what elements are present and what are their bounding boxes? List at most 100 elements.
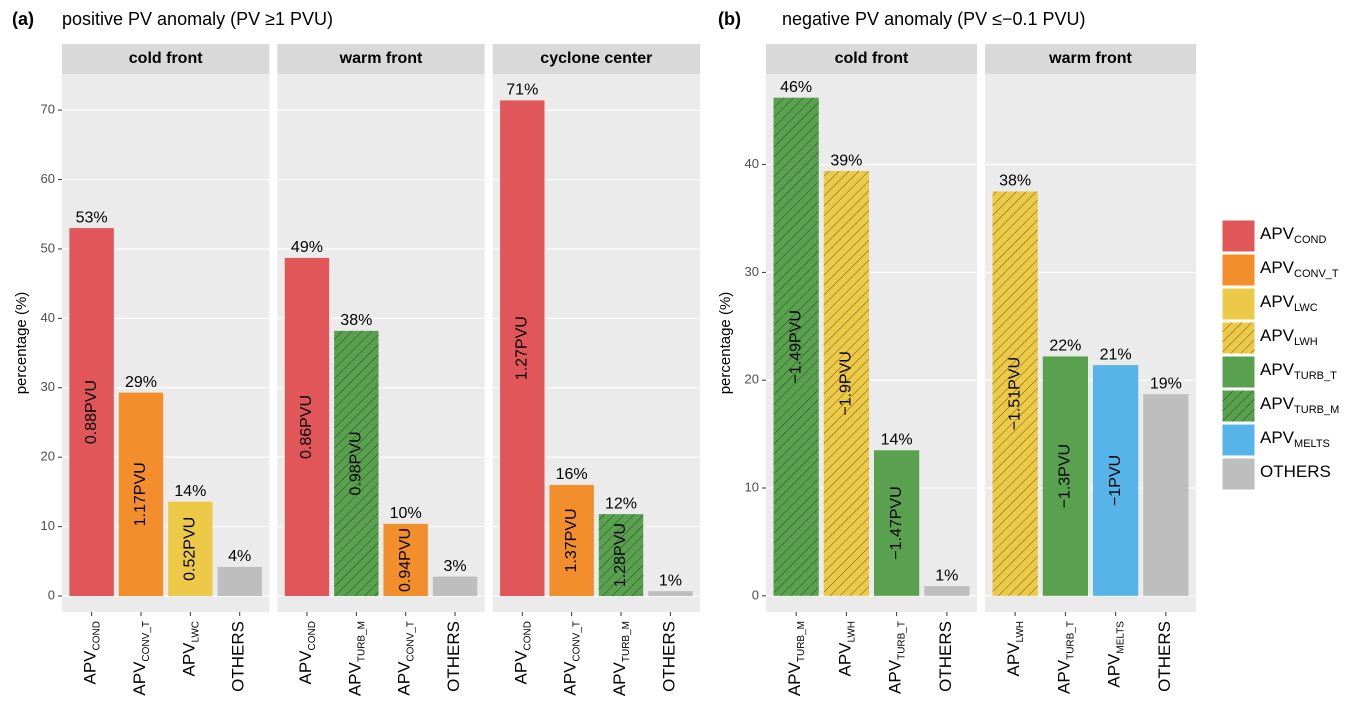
- legend-key: [1221, 321, 1256, 355]
- legend-key: [1221, 287, 1256, 321]
- bar: [168, 501, 213, 597]
- bar: [1143, 394, 1189, 596]
- bar: [992, 191, 1038, 596]
- strip-label: cold front: [129, 50, 203, 67]
- y-tick-label: 10: [41, 518, 55, 533]
- x-tick-label-base: APV: [346, 661, 365, 696]
- y-tick-label: 30: [41, 379, 55, 394]
- x-tick-label: APVCONV_T: [395, 621, 416, 696]
- y-tick-label: 0: [48, 587, 55, 602]
- bar: [334, 330, 379, 597]
- legend-label: APVTURB_M: [1260, 394, 1339, 415]
- legend-label-base: APV: [1260, 394, 1295, 413]
- legend-label-base: APV: [1260, 326, 1295, 345]
- legend-label-sub: MELTS: [1294, 438, 1330, 450]
- value-label: 14%: [881, 431, 913, 448]
- legend-label-sub: CONV_T: [1294, 268, 1339, 280]
- x-tick-label: APVMELTS: [1105, 621, 1126, 688]
- legend-key: [1221, 423, 1256, 457]
- bar: [500, 100, 545, 597]
- value-label: 14%: [174, 483, 206, 500]
- legend-label-sub: COND: [1294, 234, 1326, 246]
- strip-label: warm front: [1048, 50, 1132, 67]
- inner-label: −1.51PVU: [1006, 357, 1023, 430]
- bar: [1042, 356, 1088, 596]
- strip: [766, 44, 977, 74]
- y-tick-label: 50: [41, 240, 55, 255]
- x-tick-label-sub: COND: [91, 621, 102, 650]
- x-tick-label-sub: CONV_T: [141, 621, 152, 662]
- legend-label-base: OTHERS: [1260, 462, 1331, 481]
- y-tick-label: 60: [41, 171, 55, 186]
- x-tick-label-sub: TURB_T: [1065, 621, 1076, 660]
- inner-label: 1.28PVU: [612, 523, 629, 587]
- x-tick-label: APVCOND: [512, 621, 533, 684]
- x-tick-label-base: OTHERS: [660, 621, 679, 692]
- value-label: 46%: [780, 79, 812, 96]
- x-tick-label: APVTURB_T: [886, 621, 907, 694]
- value-label: 22%: [1049, 338, 1081, 355]
- bar: [874, 450, 920, 596]
- legend-label: APVMELTS: [1260, 428, 1330, 449]
- legend-key: [1221, 355, 1256, 389]
- x-tick-label-base: APV: [1105, 653, 1124, 688]
- value-label: 53%: [76, 209, 108, 226]
- x-tick-label-base: APV: [395, 661, 414, 696]
- x-tick-label-base: APV: [130, 661, 149, 696]
- bar: [773, 97, 819, 596]
- x-tick-label: OTHERS: [660, 621, 679, 692]
- value-label: 49%: [291, 239, 323, 256]
- strip: [492, 44, 700, 74]
- panel-tag: (b): [718, 9, 741, 29]
- value-label: 1%: [935, 567, 958, 584]
- bar: [432, 576, 478, 597]
- legend-label-sub: LWC: [1294, 302, 1318, 314]
- x-tick-label: APVTURB_M: [786, 621, 807, 696]
- y-tick-label: 70: [41, 102, 55, 117]
- x-tick-label-sub: MELTS: [1115, 621, 1126, 654]
- inner-label: −1.9PVU: [838, 351, 855, 415]
- legend-label-sub: LWH: [1294, 336, 1318, 348]
- x-tick-label-sub: LWH: [846, 621, 857, 642]
- x-tick-label: OTHERS: [229, 621, 248, 692]
- x-tick-label: OTHERS: [1155, 621, 1174, 692]
- strip: [277, 44, 485, 74]
- legend-label: APVTURB_T: [1260, 360, 1337, 381]
- legend-label-sub: TURB_M: [1294, 404, 1339, 416]
- legend-label: APVLWC: [1260, 292, 1318, 313]
- x-tick-label-sub: LWH: [1015, 621, 1026, 642]
- inner-label: 0.86PVU: [298, 395, 315, 459]
- x-tick-label-base: OTHERS: [936, 621, 955, 692]
- inner-label: −1PVU: [1107, 455, 1124, 506]
- x-tick-label-sub: TURB_M: [796, 621, 807, 662]
- strip-label: warm front: [339, 50, 423, 67]
- legend-label: APVLWH: [1260, 326, 1318, 347]
- x-tick-label-sub: TURB_M: [621, 621, 632, 662]
- y-axis-label: percentage (%): [13, 292, 30, 395]
- x-tick-label-sub: CONV_T: [571, 621, 582, 662]
- strip-label: cyclone center: [540, 50, 652, 67]
- legend-key: [1221, 389, 1256, 423]
- x-tick-label-base: OTHERS: [229, 621, 248, 692]
- value-label: 1%: [659, 572, 682, 589]
- x-tick-label: APVTURB_T: [1055, 621, 1076, 694]
- bar: [284, 257, 330, 597]
- value-label: 19%: [1150, 375, 1182, 392]
- value-label: 16%: [556, 466, 588, 483]
- x-tick-label-sub: CONV_T: [405, 621, 416, 662]
- x-tick-label-base: APV: [81, 650, 100, 685]
- inner-label: 1.37PVU: [563, 508, 580, 572]
- inner-label: −1.47PVU: [888, 486, 905, 559]
- x-tick-label-base: APV: [1005, 642, 1024, 677]
- panel-title: positive PV anomaly (PV ≥1 PVU): [62, 9, 333, 29]
- strip: [62, 44, 270, 74]
- x-tick-label: APVLWH: [1005, 621, 1026, 677]
- x-tick-label-sub: TURB_T: [896, 621, 907, 660]
- legend-label: APVCONV_T: [1260, 258, 1339, 279]
- inner-label: 0.98PVU: [348, 431, 365, 495]
- value-label: 12%: [605, 495, 637, 512]
- bar: [648, 591, 693, 597]
- x-tick-label-base: APV: [180, 642, 199, 677]
- y-axis-label: percentage (%): [717, 292, 734, 395]
